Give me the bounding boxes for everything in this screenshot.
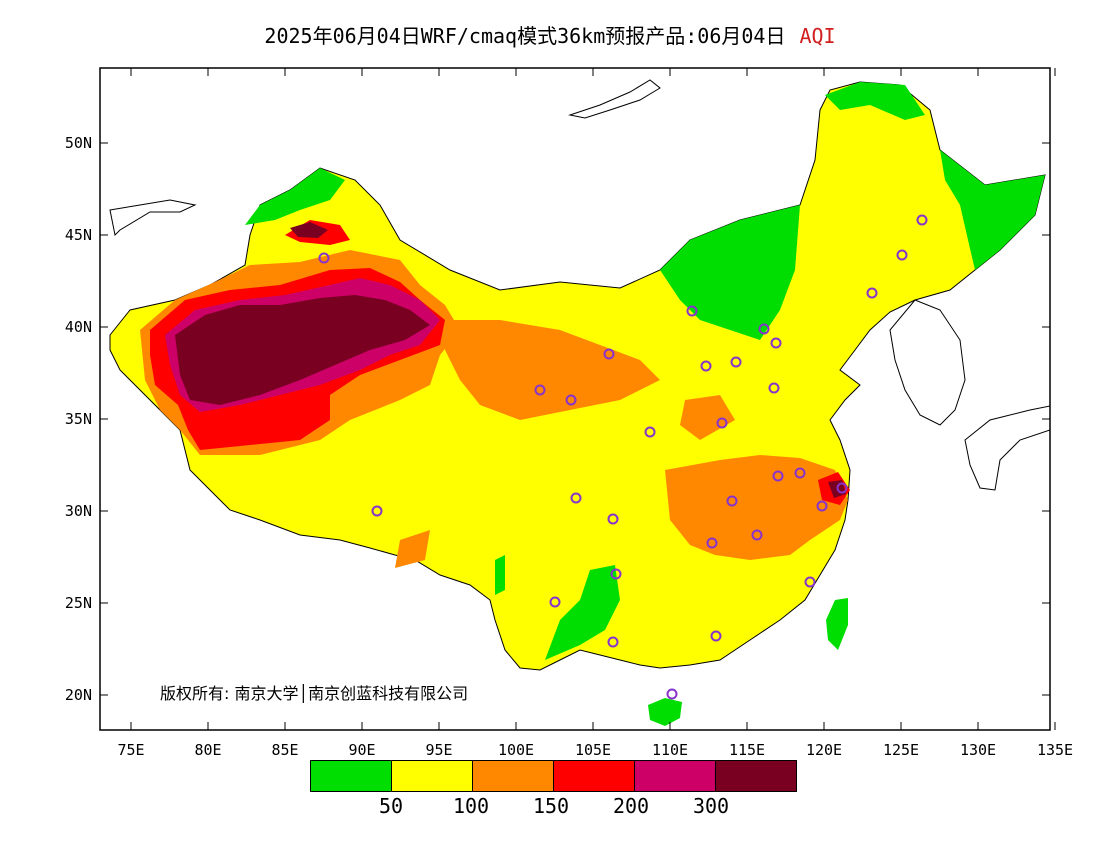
y-tick-label: 45N — [65, 226, 92, 244]
region-hazardous-xinjiang — [175, 295, 430, 405]
region-good-heilongjiang — [940, 150, 1045, 270]
region-good-south — [545, 565, 620, 660]
colorbar-swatch — [554, 761, 635, 791]
x-tick-label: 125E — [883, 741, 919, 759]
x-tick-label: 90E — [348, 741, 375, 759]
colorbar-threshold-label: 300 — [692, 794, 730, 818]
map-plot-area — [109, 79, 1050, 726]
coastline-japan — [964, 405, 1050, 491]
x-tick-label: 85E — [271, 741, 298, 759]
coastline-russia — [568, 79, 661, 119]
y-tick-label: 40N — [65, 318, 92, 336]
colorbar-swatch — [635, 761, 716, 791]
x-tick-label: 130E — [960, 741, 996, 759]
y-tick-label: 35N — [65, 410, 92, 428]
colorbar-threshold-label: 200 — [612, 794, 650, 818]
aqi-colorbar — [310, 760, 797, 792]
x-tick-label: 75E — [117, 741, 144, 759]
region-good-north-xinjiang — [245, 168, 345, 225]
y-tick-label: 50N — [65, 134, 92, 152]
region-sensitive-central — [665, 455, 848, 560]
coastline-korea — [889, 299, 966, 426]
region-good-innermongolia — [660, 205, 800, 340]
colorbar-swatch — [716, 761, 796, 791]
x-tick-label: 100E — [498, 741, 534, 759]
x-tick-label: 95E — [425, 741, 452, 759]
region-good-yunnan — [495, 555, 505, 595]
x-tick-label: 135E — [1037, 741, 1073, 759]
x-tick-label: 115E — [729, 741, 765, 759]
region-good-hainan — [648, 698, 682, 726]
colorbar-swatch — [392, 761, 473, 791]
region-sensitive-gansu — [440, 320, 660, 420]
station-markers — [318, 214, 928, 700]
colorbar-threshold-label: 50 — [378, 794, 404, 818]
y-tick-label: 20N — [65, 686, 92, 704]
coastline-balkhash — [109, 199, 197, 237]
region-good-northeast — [825, 82, 925, 120]
x-tick-label: 120E — [806, 741, 842, 759]
y-tick-label: 30N — [65, 502, 92, 520]
colorbar-swatch — [311, 761, 392, 791]
title-variable: AQI — [799, 24, 836, 48]
colorbar-threshold-label: 150 — [532, 794, 570, 818]
region-sensitive-tibet — [395, 530, 430, 568]
x-tick-label: 105E — [575, 741, 611, 759]
map-frame — [99, 67, 1051, 731]
x-tick-label: 80E — [194, 741, 221, 759]
region-hazardous-north — [290, 222, 328, 238]
title-text: 2025年06月04日WRF/cmaq模式36km预报产品:06月04日 — [264, 24, 786, 48]
region-good-taiwan — [826, 598, 848, 650]
colorbar-swatch — [473, 761, 554, 791]
x-axis: 75E 80E 85E 90E 95E 100E 105E 110E 115E 120E 125E 1… — [117, 68, 1073, 759]
copyright-notice: 版权所有: 南京大学│南京创蓝科技有限公司 — [160, 684, 469, 703]
map-title: 2025年06月04日WRF/cmaq模式36km预报产品:06月04日 AQI — [0, 20, 1100, 49]
colorbar-labels: 50 100 150 200 300 — [0, 794, 1100, 820]
colorbar-threshold-label: 100 — [452, 794, 490, 818]
y-tick-label: 25N — [65, 594, 92, 612]
region-sensitive-hebei — [680, 395, 735, 440]
x-tick-label: 110E — [652, 741, 688, 759]
y-axis: 50N 45N 40N 35N 30N 25N 20N — [65, 134, 1050, 704]
